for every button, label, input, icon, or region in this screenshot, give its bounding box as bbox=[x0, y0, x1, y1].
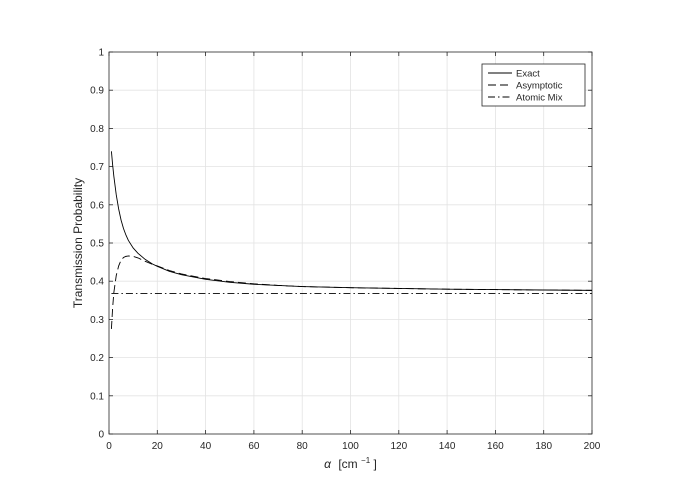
legend-box bbox=[481, 63, 586, 107]
y-tick-label: 0.6 bbox=[90, 200, 104, 211]
x-tick-label: 40 bbox=[200, 441, 212, 452]
x-tick-label: 80 bbox=[297, 441, 309, 452]
x-tick-label: 160 bbox=[487, 441, 504, 452]
y-tick-label: 0 bbox=[98, 430, 104, 441]
y-tick-label: 0.8 bbox=[90, 124, 104, 135]
y-tick-label: 1 bbox=[98, 48, 104, 59]
x-tick-label: 60 bbox=[248, 441, 260, 452]
series-line-asymptotic bbox=[110, 255, 593, 329]
y-tick-label: 0.3 bbox=[90, 315, 104, 326]
x-axis-label-unit-suffix: ] bbox=[374, 457, 377, 471]
x-axis-label-unit-exponent: −1 bbox=[361, 456, 371, 465]
x-axis-label-symbol: α bbox=[324, 457, 332, 471]
y-tick-label: 0.1 bbox=[90, 391, 104, 402]
grid-lines bbox=[109, 52, 592, 434]
legend-label-asymptotic: Asymptotic bbox=[516, 81, 563, 92]
x-axis-label: α [cm −1 ] bbox=[324, 452, 377, 471]
axis-ticks: 0 20 40 60 80 100 120 140 160 180 200 0 0.1 0.2 0.3 0.4… bbox=[90, 48, 601, 453]
y-tick-label: 0.2 bbox=[90, 353, 104, 364]
y-tick-label: 0.9 bbox=[90, 86, 104, 97]
y-tick-label: 0.7 bbox=[90, 162, 104, 173]
x-tick-label: 20 bbox=[152, 441, 164, 452]
x-axis-label-unit-prefix: [cm bbox=[338, 457, 357, 471]
y-axis-label: Transmission Probability bbox=[71, 178, 85, 308]
series-line-exact bbox=[110, 151, 593, 291]
x-tick-label: 120 bbox=[390, 441, 407, 452]
series-lines bbox=[110, 151, 593, 329]
legend-label-exact: Exact bbox=[516, 69, 540, 80]
y-tick-label: 0.4 bbox=[90, 277, 104, 288]
x-tick-label: 140 bbox=[439, 441, 456, 452]
x-tick-label: 180 bbox=[535, 441, 552, 452]
legend-label-atomic-mix: Atomic Mix bbox=[516, 93, 563, 104]
x-tick-label: 100 bbox=[342, 441, 359, 452]
x-tick-label: 200 bbox=[584, 441, 601, 452]
x-tick-label: 0 bbox=[106, 441, 112, 452]
y-tick-label: 0.5 bbox=[90, 239, 104, 250]
